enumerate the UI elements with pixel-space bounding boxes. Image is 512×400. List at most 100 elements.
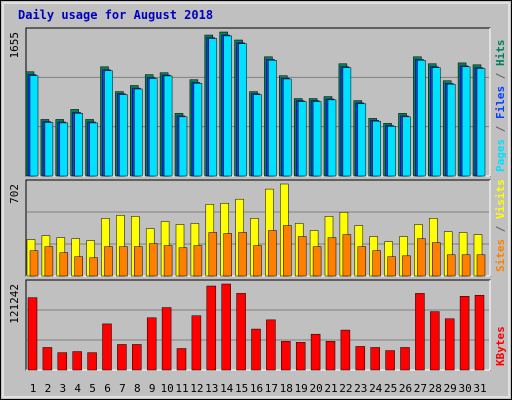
bar [253, 245, 262, 277]
bar [163, 75, 173, 177]
bar [117, 344, 127, 371]
bar [372, 250, 381, 277]
bar [417, 60, 426, 177]
x-tick-label: 22 [339, 382, 352, 395]
x-tick-label: 2 [45, 382, 52, 395]
x-tick-label: 15 [235, 382, 248, 395]
x-tick-label: 3 [59, 382, 66, 395]
chart-title: Daily usage for August 2018 [18, 8, 213, 22]
bar [119, 246, 128, 277]
y-tick-label: 1655 [8, 32, 21, 59]
x-tick-label: 31 [473, 382, 486, 395]
bar [191, 315, 202, 371]
bar [178, 247, 188, 277]
bar [402, 116, 411, 177]
x-tick-label: 1 [30, 382, 37, 395]
x-tick-label: 11 [175, 382, 188, 395]
bar [430, 311, 440, 371]
bar [297, 101, 307, 177]
bar [459, 296, 470, 371]
bar [385, 350, 395, 371]
bar [132, 344, 142, 371]
legend-separator: / [494, 119, 507, 139]
bar [44, 122, 54, 177]
x-tick-label: 20 [309, 382, 322, 395]
bar [340, 329, 351, 371]
bar [89, 257, 98, 277]
bar [357, 103, 367, 177]
y-tick-label: 702 [8, 184, 21, 204]
x-tick-label: 5 [89, 382, 96, 395]
bar [134, 246, 143, 277]
bar [327, 237, 337, 277]
legend-separator: / [494, 66, 507, 86]
bar [104, 70, 113, 177]
bar [29, 250, 39, 277]
bar [310, 333, 321, 371]
bar [387, 256, 396, 277]
bar [236, 293, 246, 371]
bar [295, 342, 306, 371]
bar [446, 254, 456, 277]
bar [87, 352, 97, 371]
bar [327, 99, 337, 177]
bar [59, 252, 69, 277]
x-tick-label: 8 [134, 382, 141, 395]
bar [223, 35, 232, 177]
x-tick-label: 10 [160, 382, 173, 395]
bar [372, 120, 381, 177]
bar [461, 254, 471, 277]
bar [266, 319, 276, 371]
bar [223, 233, 232, 277]
legend: Sites / Visits [494, 179, 507, 272]
x-tick-label: 21 [324, 382, 337, 395]
x-tick-label: 26 [399, 382, 412, 395]
x-tick-label: 18 [280, 382, 293, 395]
bar [325, 341, 336, 371]
bar [268, 230, 277, 277]
bar [119, 94, 128, 177]
bar [283, 225, 292, 277]
bar [102, 323, 112, 371]
bar [342, 67, 352, 177]
bar [357, 246, 367, 277]
bar [29, 75, 39, 177]
bar [208, 38, 218, 177]
legend-entry: Hits [494, 40, 507, 67]
x-tick-label: 23 [354, 382, 367, 395]
legend-separator: / [494, 219, 507, 239]
bar [432, 67, 441, 177]
y-tick-label: 121242 [8, 284, 21, 324]
bar [432, 242, 441, 277]
bar [134, 88, 143, 177]
x-tick-label: 25 [384, 382, 397, 395]
x-tick-label: 12 [190, 382, 203, 395]
bar [461, 66, 471, 177]
x-tick-label: 4 [74, 382, 81, 395]
x-tick-label: 28 [429, 382, 442, 395]
legend-entry: Sites [494, 239, 507, 272]
x-tick-label: 9 [149, 382, 156, 395]
bar [161, 307, 172, 371]
bar [57, 352, 68, 371]
bar [297, 236, 307, 277]
x-tick-label: 27 [414, 382, 427, 395]
bar [253, 94, 262, 177]
x-tick-label: 17 [265, 382, 278, 395]
legend-entry: Files [494, 86, 507, 119]
bar [206, 285, 217, 371]
bar [104, 246, 113, 277]
legend-entry: KBytes [494, 326, 507, 366]
bar [193, 245, 203, 277]
bar [148, 78, 158, 177]
x-tick-label: 19 [295, 382, 308, 395]
x-tick-label: 24 [369, 382, 383, 395]
bar [417, 238, 426, 277]
bar [251, 328, 261, 371]
bar [268, 60, 277, 177]
legend: KBytes [494, 326, 507, 366]
bar [89, 122, 98, 177]
